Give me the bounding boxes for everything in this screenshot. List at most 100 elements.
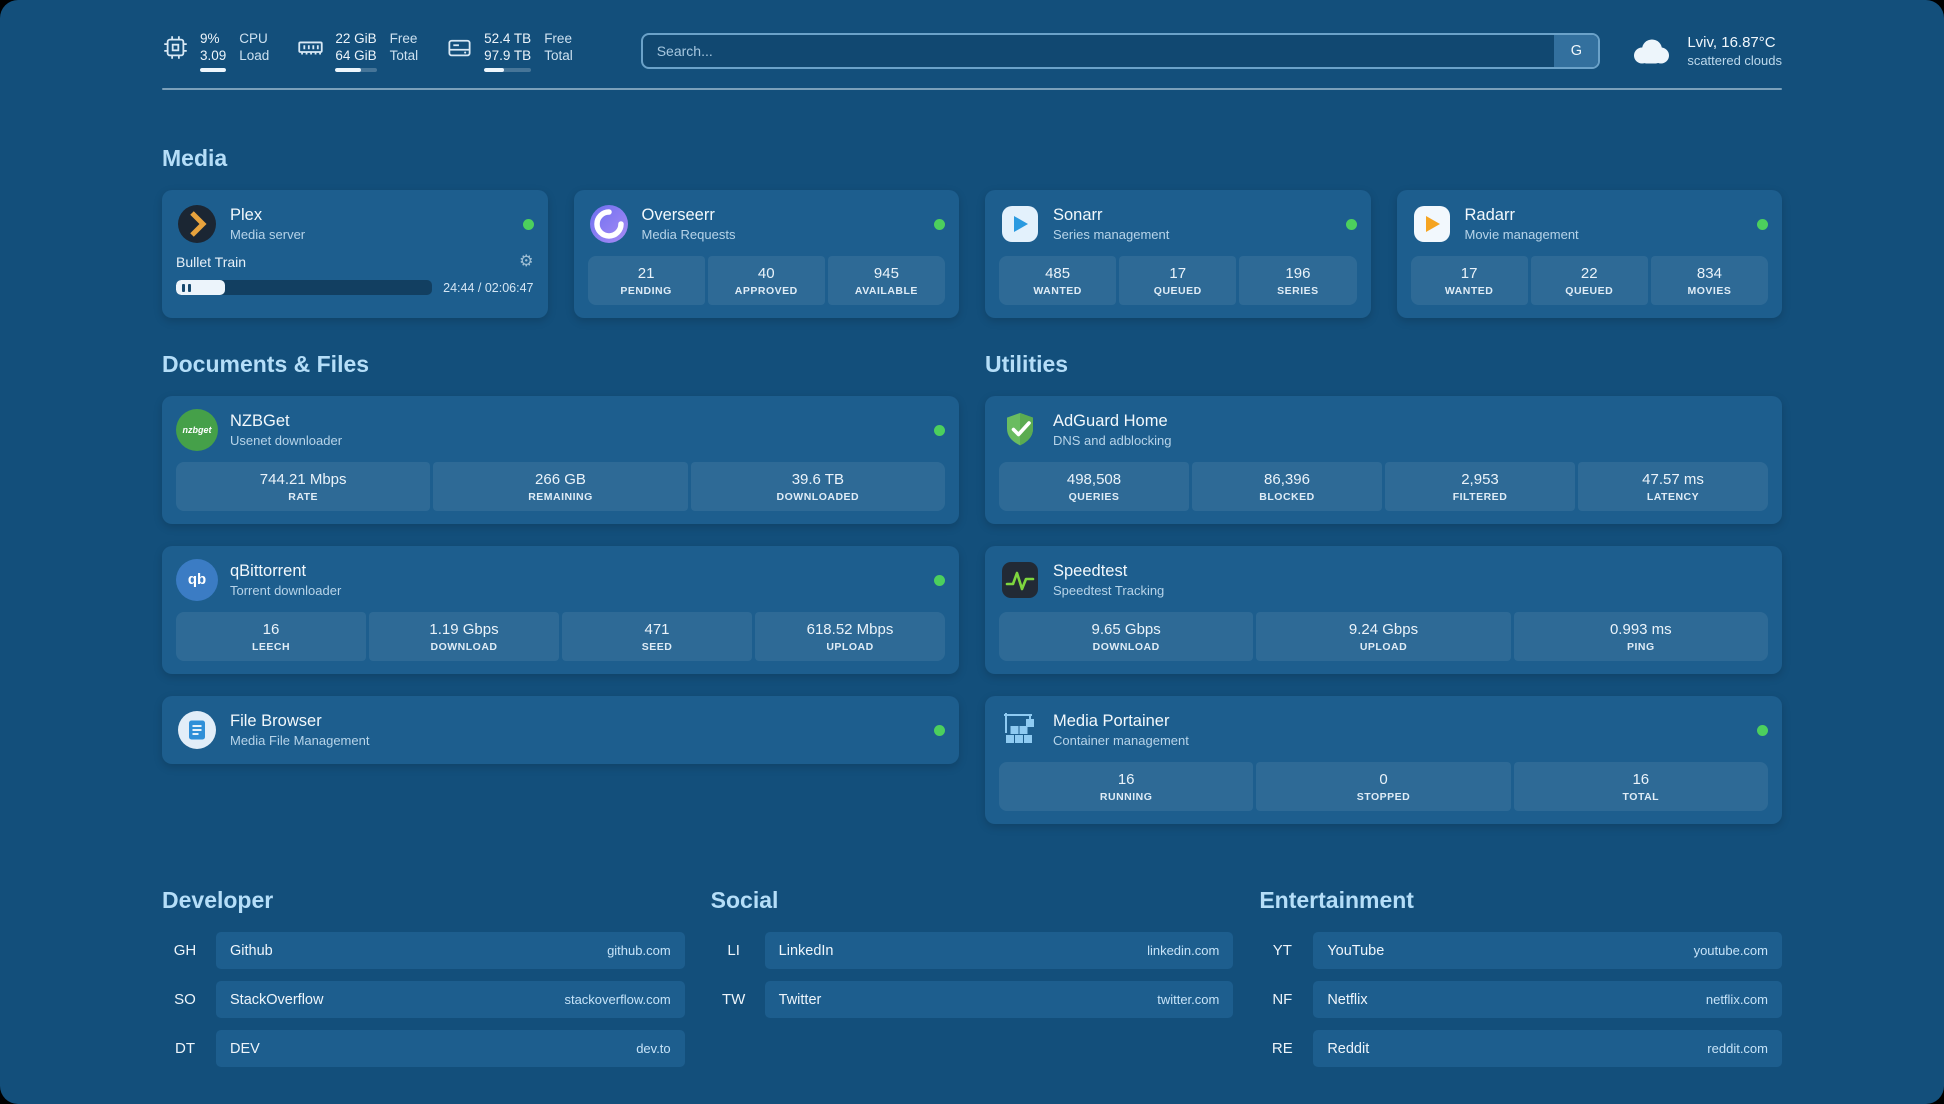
bookmark-name: Twitter <box>778 991 822 1008</box>
service-card-plex[interactable]: Plex Media server Bullet Train ⚙ 24:44 /… <box>162 190 548 318</box>
stat-value: 22 <box>1580 264 1598 282</box>
service-card-radarr[interactable]: Radarr Movie management 17 WANTED 22 QUE… <box>1396 190 1782 318</box>
status-dot <box>934 724 945 736</box>
search-input[interactable] <box>642 35 1555 67</box>
section-title-social: Social <box>710 887 779 913</box>
stat-label: WANTED <box>1033 284 1082 297</box>
bookmark-link[interactable]: Reddit reddit.com <box>1313 1030 1782 1067</box>
disk-free-value: 52.4 TB <box>484 31 532 46</box>
bookmark-url: netflix.com <box>1705 992 1768 1007</box>
bookmark-stackoverflow[interactable]: SO StackOverflow stackoverflow.com <box>162 981 685 1018</box>
service-subtitle: Speedtest Tracking <box>1053 583 1165 598</box>
portainer-stats: 16 RUNNING 0 STOPPED 16 TOTAL <box>999 762 1768 811</box>
status-dot <box>934 574 945 586</box>
filebrowser-header: File Browser Media File Management <box>176 709 945 751</box>
stat-label: QUERIES <box>1068 490 1120 503</box>
section-title-entertainment: Entertainment <box>1259 887 1414 913</box>
bookmark-name: Netflix <box>1327 991 1368 1008</box>
stat-tile: 1.19 Gbps DOWNLOAD <box>369 612 559 661</box>
stat-value: 834 <box>1696 264 1722 282</box>
stat-tile: 485 WANTED <box>999 256 1117 305</box>
bookmark-netflix[interactable]: NF Netflix netflix.com <box>1259 981 1782 1018</box>
bookmark-url: reddit.com <box>1707 1041 1768 1056</box>
stat-label: SERIES <box>1277 284 1319 297</box>
memory-values: 22 GiB 64 GiB <box>335 30 377 72</box>
service-card-speedtest[interactable]: Speedtest Speedtest Tracking 9.65 Gbps D… <box>985 546 1782 674</box>
bookmark-abbr: DT <box>175 1040 195 1057</box>
bookmark-abbr: GH <box>173 942 197 959</box>
adguard-header: AdGuard Home DNS and adblocking <box>999 409 1768 451</box>
middle-columns: Documents & Files nzbget NZBGet Usenet d… <box>162 350 1782 824</box>
search-bar: G <box>640 33 1601 69</box>
bookmark-github[interactable]: GH Github github.com <box>162 932 685 969</box>
service-card-adguard[interactable]: AdGuard Home DNS and adblocking 498,508 … <box>985 396 1782 524</box>
stat-tile: 9.24 Gbps UPLOAD <box>1256 612 1511 661</box>
stat-value: 266 GB <box>535 470 586 488</box>
service-card-qbittorrent[interactable]: qb qBittorrent Torrent downloader 16 LEE… <box>162 546 959 674</box>
bookmark-name: LinkedIn <box>778 942 834 959</box>
stat-value: 0 <box>1379 770 1388 788</box>
cpu-labels: CPU Load <box>239 30 269 72</box>
bookmark-name: YouTube <box>1327 942 1385 959</box>
stat-value: 9.65 Gbps <box>1091 620 1161 638</box>
bookmark-abbr: RE <box>1271 1040 1293 1057</box>
stat-tile: 196 SERIES <box>1239 256 1357 305</box>
stat-label: DOWNLOADED <box>776 490 860 503</box>
service-card-filebrowser[interactable]: File Browser Media File Management <box>162 696 959 764</box>
qbittorrent-header: qb qBittorrent Torrent downloader <box>176 559 945 601</box>
bookmarks-entertainment: Entertainment YT YouTube youtube.com NF … <box>1259 886 1782 1067</box>
bookmark-youtube[interactable]: YT YouTube youtube.com <box>1259 932 1782 969</box>
bookmark-linkedin[interactable]: LI LinkedIn linkedin.com <box>711 932 1234 969</box>
stat-tile: 40 APPROVED <box>707 256 825 305</box>
service-subtitle: Series management <box>1053 227 1170 242</box>
disk-total-value: 97.9 TB <box>484 48 532 63</box>
stat-tile: 16 LEECH <box>176 612 366 661</box>
disk-widget: 52.4 TB 97.9 TB Free Total <box>446 30 573 72</box>
stat-tile: 16 RUNNING <box>999 762 1254 811</box>
bookmark-abbr: LI <box>727 942 740 959</box>
bookmark-reddit[interactable]: RE Reddit reddit.com <box>1259 1030 1782 1067</box>
bookmark-link[interactable]: DEV dev.to <box>216 1030 685 1067</box>
search-provider-button[interactable]: G <box>1554 35 1599 67</box>
service-card-overseerr[interactable]: Overseerr Media Requests 21 PENDING 40 A… <box>573 190 959 318</box>
nzbget-icon: nzbget <box>176 409 218 451</box>
weather-condition: scattered clouds <box>1687 53 1782 68</box>
bookmark-link[interactable]: Netflix netflix.com <box>1313 981 1782 1018</box>
section-title-developer: Developer <box>162 887 274 913</box>
bookmark-link[interactable]: LinkedIn linkedin.com <box>764 932 1234 969</box>
bookmark-dev[interactable]: DT DEV dev.to <box>162 1030 685 1067</box>
service-card-nzbget[interactable]: nzbget NZBGet Usenet downloader 744.21 M… <box>162 396 959 524</box>
plex-meta: Plex Media server <box>230 206 305 242</box>
memory-total-value: 64 GiB <box>335 48 377 63</box>
service-card-sonarr[interactable]: Sonarr Series management 485 WANTED 17 Q… <box>985 190 1371 318</box>
playback-progress-bar[interactable] <box>176 280 433 295</box>
bookmark-link[interactable]: YouTube youtube.com <box>1313 932 1782 969</box>
stat-label: QUEUED <box>1153 284 1202 297</box>
disk-icon <box>446 34 473 61</box>
stat-tile: 744.21 Mbps RATE <box>176 462 431 511</box>
stat-tile: 9.65 Gbps DOWNLOAD <box>999 612 1254 661</box>
stat-tile: 2,953 FILTERED <box>1385 462 1575 511</box>
stat-tile: 498,508 QUERIES <box>999 462 1189 511</box>
stat-tile: 86,396 BLOCKED <box>1192 462 1382 511</box>
bookmark-link[interactable]: Twitter twitter.com <box>764 981 1234 1018</box>
stat-label: RUNNING <box>1099 790 1153 803</box>
service-card-portainer[interactable]: Media Portainer Container management 16 … <box>985 696 1782 824</box>
stat-value: 40 <box>757 264 775 282</box>
settings-gear-icon[interactable]: ⚙ <box>519 253 534 270</box>
nzbget-header: nzbget NZBGet Usenet downloader <box>176 409 945 451</box>
pause-icon[interactable] <box>182 283 191 292</box>
playback-row: 24:44 / 02:06:47 <box>176 280 534 295</box>
bookmark-link[interactable]: StackOverflow stackoverflow.com <box>216 981 685 1018</box>
stat-value: 485 <box>1045 264 1071 282</box>
service-name: Media Portainer <box>1053 712 1170 730</box>
bookmark-twitter[interactable]: TW Twitter twitter.com <box>711 981 1234 1018</box>
memory-progress-bar <box>335 68 377 72</box>
service-name: NZBGet <box>230 412 290 430</box>
weather-location: Lviv, 16.87°C <box>1687 34 1776 51</box>
bookmarks-grid: Developer GH Github github.com SO StackO… <box>162 886 1782 1067</box>
disk-values: 52.4 TB 97.9 TB <box>484 30 532 72</box>
now-playing-title: Bullet Train <box>176 254 247 270</box>
bookmark-link[interactable]: Github github.com <box>216 932 685 969</box>
